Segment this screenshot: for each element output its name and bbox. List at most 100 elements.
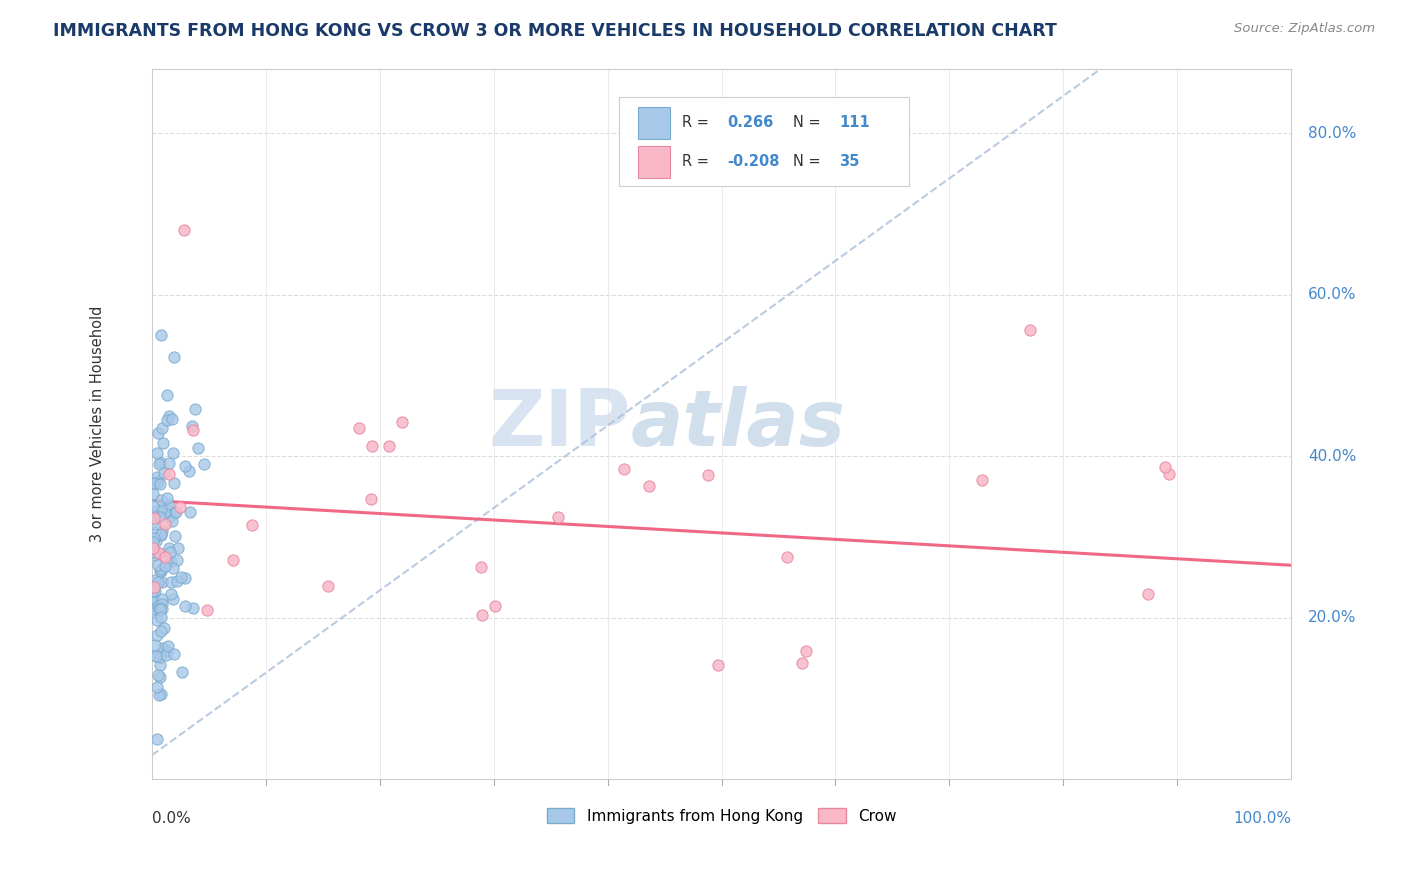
FancyBboxPatch shape — [619, 97, 910, 186]
Point — [222, 552, 245, 566]
Point — [163, 647, 186, 661]
Point — [149, 670, 172, 684]
Point — [156, 497, 179, 511]
Point — [149, 564, 172, 578]
Text: 40.0%: 40.0% — [1308, 449, 1357, 464]
Point — [150, 601, 173, 615]
Point — [148, 457, 170, 471]
Point — [159, 575, 181, 590]
Point — [160, 412, 183, 426]
FancyBboxPatch shape — [638, 145, 671, 178]
Text: R =: R = — [682, 115, 713, 130]
Point — [177, 464, 200, 478]
Point — [1159, 467, 1181, 482]
Text: -0.208: -0.208 — [727, 154, 780, 169]
Text: IMMIGRANTS FROM HONG KONG VS CROW 3 OR MORE VEHICLES IN HOUSEHOLD CORRELATION CH: IMMIGRANTS FROM HONG KONG VS CROW 3 OR M… — [53, 22, 1057, 40]
Point — [143, 511, 166, 525]
Point — [159, 545, 181, 559]
Point — [148, 475, 170, 489]
Text: 100.0%: 100.0% — [1233, 811, 1291, 826]
Point — [149, 526, 172, 541]
Point — [153, 558, 176, 573]
Point — [150, 524, 173, 539]
Point — [146, 470, 169, 484]
Point — [148, 547, 170, 561]
Point — [143, 584, 166, 599]
Point — [153, 549, 176, 564]
Point — [149, 502, 172, 516]
Point — [163, 529, 186, 543]
Point — [169, 500, 191, 514]
Point — [157, 639, 180, 653]
Point — [149, 609, 172, 624]
Point — [377, 439, 399, 453]
Point — [160, 515, 183, 529]
Point — [142, 591, 165, 605]
Text: R =: R = — [682, 154, 713, 169]
Text: 111: 111 — [839, 115, 870, 130]
FancyBboxPatch shape — [638, 107, 671, 139]
Point — [167, 541, 190, 556]
Point — [142, 548, 165, 562]
Point — [790, 657, 813, 671]
Point — [195, 603, 218, 617]
Point — [159, 409, 181, 423]
Point — [142, 476, 165, 491]
Text: 80.0%: 80.0% — [1308, 126, 1357, 141]
Point — [146, 558, 169, 572]
Point — [157, 456, 180, 470]
Point — [347, 420, 370, 434]
Point — [637, 479, 659, 493]
Point — [150, 421, 173, 435]
Point — [143, 580, 166, 594]
Point — [142, 583, 165, 598]
Point — [143, 508, 166, 522]
Point — [796, 643, 818, 657]
Point — [159, 509, 181, 524]
Point — [187, 442, 209, 456]
Point — [146, 731, 169, 746]
Point — [470, 559, 492, 574]
Text: Source: ZipAtlas.com: Source: ZipAtlas.com — [1234, 22, 1375, 36]
Point — [696, 468, 718, 483]
Point — [391, 416, 413, 430]
Point — [193, 457, 215, 471]
Point — [146, 599, 169, 613]
Point — [163, 350, 186, 364]
Point — [183, 402, 205, 417]
Point — [173, 599, 195, 614]
Point — [156, 491, 179, 505]
Point — [149, 562, 172, 576]
Point — [153, 505, 176, 519]
Point — [179, 505, 201, 519]
Text: 0.0%: 0.0% — [152, 811, 191, 826]
Point — [159, 587, 181, 601]
Point — [471, 607, 494, 622]
Text: ZIP: ZIP — [488, 386, 630, 462]
Point — [142, 515, 165, 529]
Point — [165, 505, 187, 519]
Point — [149, 493, 172, 508]
Point — [613, 462, 636, 476]
Point — [148, 688, 170, 702]
Point — [149, 455, 172, 469]
Point — [149, 650, 172, 665]
Point — [156, 503, 179, 517]
Text: 0.266: 0.266 — [727, 115, 773, 130]
Point — [145, 649, 167, 664]
Point — [160, 554, 183, 568]
Point — [146, 613, 169, 627]
Point — [150, 564, 173, 578]
Point — [149, 328, 172, 343]
Point — [145, 573, 167, 587]
Point — [145, 648, 167, 663]
Point — [972, 473, 994, 487]
Point — [149, 602, 172, 616]
Point — [174, 571, 197, 585]
Point — [149, 528, 172, 542]
Point — [150, 574, 173, 589]
Point — [145, 475, 167, 490]
Text: 60.0%: 60.0% — [1308, 287, 1357, 302]
Point — [360, 492, 382, 507]
Point — [142, 542, 165, 557]
